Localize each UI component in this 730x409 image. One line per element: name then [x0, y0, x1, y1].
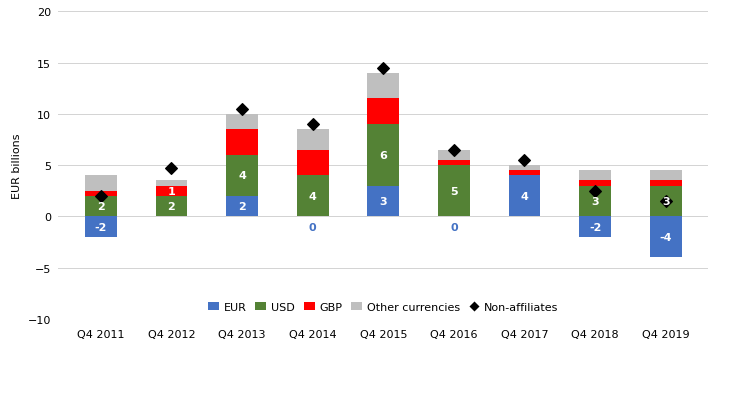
Text: -2: -2 [95, 222, 107, 232]
Bar [155, 196, 188, 217]
Point [377, 65, 389, 72]
Point [237, 106, 248, 113]
Bar [226, 115, 258, 130]
Bar [85, 196, 117, 217]
Bar [579, 186, 611, 217]
Point [166, 166, 177, 172]
Bar [650, 171, 682, 181]
Bar [226, 130, 258, 155]
Text: 6: 6 [380, 151, 387, 160]
Point [448, 147, 460, 154]
Bar [85, 176, 117, 191]
Point [307, 121, 318, 128]
Bar [438, 161, 470, 166]
Text: 3: 3 [380, 196, 387, 207]
Text: 0: 0 [309, 222, 316, 232]
Legend: EUR, USD, GBP, Other currencies, Non-affiliates: EUR, USD, GBP, Other currencies, Non-aff… [204, 298, 563, 317]
Bar [367, 186, 399, 217]
Bar [650, 181, 682, 186]
Text: 4: 4 [238, 171, 246, 181]
Text: 2: 2 [167, 202, 175, 211]
Point [589, 188, 601, 195]
Text: 3: 3 [591, 196, 599, 207]
Bar [296, 151, 328, 176]
Text: 4: 4 [309, 191, 317, 201]
Point [660, 198, 672, 205]
Text: 5: 5 [450, 186, 458, 196]
Text: 2: 2 [97, 202, 104, 211]
Point [518, 157, 530, 164]
Y-axis label: EUR billions: EUR billions [12, 133, 22, 198]
Bar [367, 74, 399, 99]
Bar [296, 130, 328, 151]
Bar [226, 196, 258, 217]
Text: 3: 3 [662, 196, 669, 207]
Bar [438, 166, 470, 217]
Bar [650, 186, 682, 217]
Bar [650, 217, 682, 258]
Bar [579, 171, 611, 181]
Bar [509, 166, 540, 171]
Bar [579, 217, 611, 237]
Bar [296, 176, 328, 217]
Text: 1: 1 [167, 186, 175, 196]
Bar [509, 176, 540, 217]
Bar [85, 191, 117, 196]
Text: -4: -4 [659, 232, 672, 242]
Text: -2: -2 [589, 222, 602, 232]
Text: 4: 4 [520, 191, 529, 201]
Bar [85, 217, 117, 237]
Text: 0: 0 [450, 222, 458, 232]
Point [95, 193, 107, 200]
Bar [509, 171, 540, 176]
Bar [579, 181, 611, 186]
Bar [367, 125, 399, 186]
Bar [438, 151, 470, 161]
Bar [155, 186, 188, 196]
Bar [367, 99, 399, 125]
Text: 2: 2 [238, 202, 246, 211]
Bar [226, 155, 258, 196]
Bar [155, 181, 188, 186]
